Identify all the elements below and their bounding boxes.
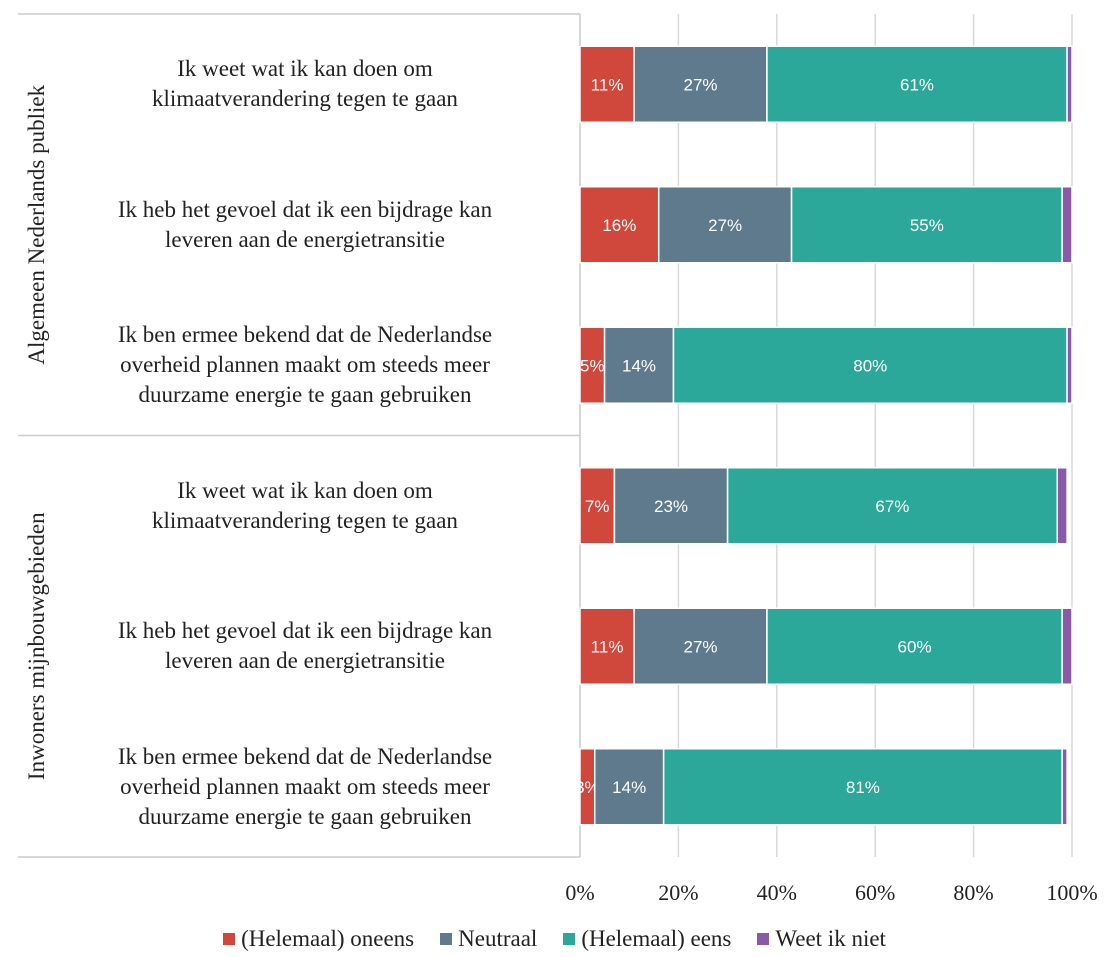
data-label: 11%: [591, 75, 624, 94]
bar-segment: [579, 326, 606, 404]
bar-segment: [603, 326, 675, 404]
x-tick-label: 20%: [658, 880, 698, 905]
legend-label: Neutraal: [458, 926, 538, 951]
data-label: 80%: [853, 356, 887, 375]
bar-segment: [579, 607, 635, 685]
data-label: 27%: [684, 75, 718, 94]
legend-swatch: [440, 932, 453, 945]
data-label: 3%: [575, 778, 600, 797]
bar-segment: [1066, 326, 1073, 404]
data-label: 55%: [910, 216, 944, 235]
legend-label: Weet ik niet: [775, 926, 886, 951]
category-label: Ik ben ermee bekend dat de Nederlandse o…: [117, 322, 493, 408]
legend-label: (Helemaal) oneens: [241, 926, 415, 951]
data-label: 27%: [708, 216, 742, 235]
category-label: Ik ben ermee bekend dat de Nederlandse o…: [117, 743, 493, 829]
legend-item: (Helemaal) eens: [563, 926, 731, 952]
category-label: Ik heb het gevoel dat ik een bijdrage ka…: [117, 618, 493, 674]
bar-segment: [633, 45, 768, 123]
legend-label: (Helemaal) eens: [581, 926, 732, 951]
data-label: 5%: [580, 356, 605, 375]
bar-segment: [662, 748, 1063, 826]
category-label: Ik weet wat ik kan doen om klimaatverand…: [152, 477, 458, 533]
bar-segment: [766, 607, 1063, 685]
data-label: 23%: [654, 497, 688, 516]
legend-swatch: [563, 932, 576, 945]
legend-swatch: [757, 932, 770, 945]
bar-segment: [1061, 748, 1068, 826]
bar-segment: [766, 45, 1068, 123]
bar-segment: [594, 748, 665, 826]
group-label: Algemeen Nederlands publiek: [24, 84, 49, 364]
data-label: 67%: [875, 497, 909, 516]
x-tick-label: 60%: [855, 880, 895, 905]
bar-segment: [613, 467, 729, 545]
bar-segment: [1061, 607, 1073, 685]
group-label: Inwoners mijnbouwgebieden: [24, 512, 49, 780]
x-tick-label: 0%: [565, 880, 594, 905]
data-label: 27%: [684, 637, 718, 656]
x-tick-label: 80%: [953, 880, 993, 905]
bar-segment: [1056, 467, 1068, 545]
x-tick-label: 100%: [1046, 880, 1097, 905]
bar-segment: [726, 467, 1058, 545]
x-tick-label: 40%: [757, 880, 797, 905]
data-label: 61%: [900, 75, 934, 94]
data-label: 14%: [612, 778, 646, 797]
bar-segment: [633, 607, 768, 685]
legend-item: Neutraal: [440, 926, 537, 952]
data-label: 11%: [591, 637, 624, 656]
legend: (Helemaal) oneens Neutraal (Helemaal) eens…: [0, 926, 1109, 952]
data-label: 60%: [898, 637, 932, 656]
data-label: 7%: [585, 497, 610, 516]
bar-segment: [657, 186, 793, 264]
category-label: Ik weet wat ik kan doen om klimaatverand…: [152, 56, 458, 112]
bar-segment: [1066, 45, 1073, 123]
data-label: 14%: [622, 356, 656, 375]
bar-segment: [672, 326, 1068, 404]
data-label: 81%: [846, 778, 880, 797]
legend-swatch: [223, 932, 236, 945]
legend-item: (Helemaal) oneens: [223, 926, 414, 952]
legend-item: Weet ik niet: [757, 926, 886, 952]
bar-segment: [1061, 186, 1073, 264]
category-label: Ik heb het gevoel dat ik een bijdrage ka…: [117, 196, 493, 252]
data-label: 16%: [602, 216, 636, 235]
